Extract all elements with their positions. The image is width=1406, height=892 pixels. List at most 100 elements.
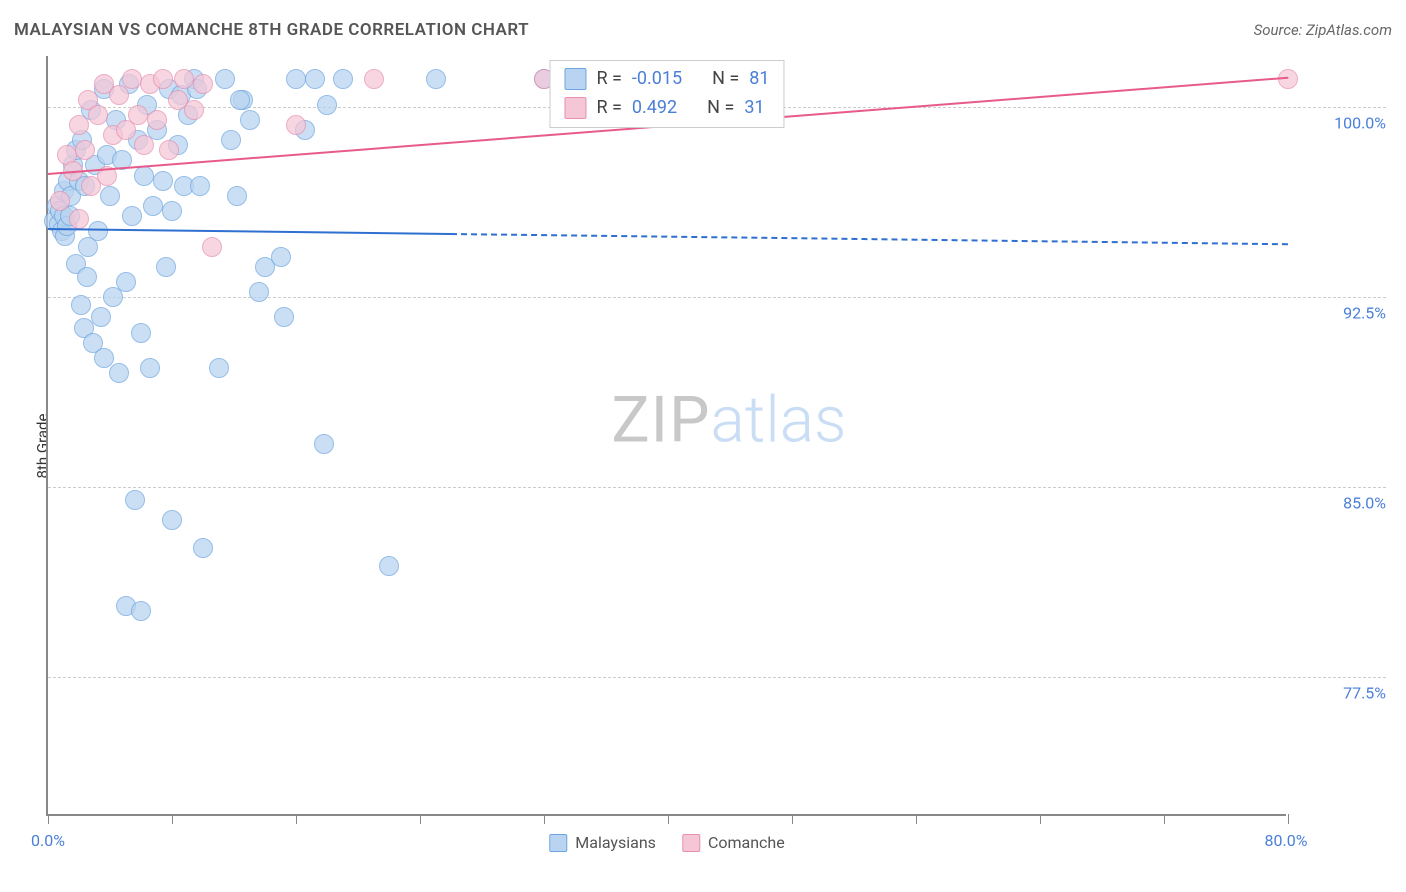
- data-point: [134, 166, 154, 186]
- source-label: Source: ZipAtlas.com: [1254, 21, 1392, 39]
- y-tick-label: 100.0%: [1296, 113, 1386, 132]
- n-label: N =: [712, 65, 739, 94]
- y-tick-label: 77.5%: [1296, 683, 1386, 702]
- data-point: [162, 510, 182, 530]
- trend-line: [48, 228, 451, 235]
- legend-label-malaysians: Malaysians: [575, 833, 656, 852]
- data-point: [131, 323, 151, 343]
- data-point: [426, 69, 446, 89]
- data-point: [215, 69, 235, 89]
- legend-row-malaysians: R = -0.015 N = 81: [564, 65, 769, 94]
- x-tick: [172, 814, 173, 824]
- data-point: [153, 171, 173, 191]
- swatch-comanche-small: [682, 834, 700, 852]
- swatch-comanche: [564, 97, 586, 119]
- data-point: [286, 69, 306, 89]
- data-point: [140, 358, 160, 378]
- data-point: [209, 358, 229, 378]
- legend-item-malaysians: Malaysians: [549, 833, 656, 852]
- data-point: [184, 100, 204, 120]
- data-point: [147, 110, 167, 130]
- data-point: [379, 556, 399, 576]
- data-point: [305, 69, 325, 89]
- series-legend: Malaysians Comanche: [549, 833, 784, 852]
- data-point: [109, 363, 129, 383]
- x-tick: [544, 814, 545, 824]
- data-point: [88, 105, 108, 125]
- data-point: [77, 267, 97, 287]
- data-point: [286, 115, 306, 135]
- x-tick: [420, 814, 421, 824]
- data-point: [227, 186, 247, 206]
- data-point: [75, 140, 95, 160]
- swatch-malaysians-small: [549, 834, 567, 852]
- legend-label-comanche: Comanche: [708, 833, 785, 852]
- x-tick: [1288, 814, 1289, 824]
- n-value-malaysians: 81: [749, 65, 769, 94]
- data-point: [94, 348, 114, 368]
- r-value-comanche: 0.492: [632, 94, 677, 123]
- data-point: [221, 130, 241, 150]
- data-point: [317, 95, 337, 115]
- data-point: [125, 490, 145, 510]
- data-point: [271, 247, 291, 267]
- data-point: [190, 176, 210, 196]
- x-tick: [48, 814, 49, 824]
- n-label: N =: [707, 94, 734, 123]
- data-point: [128, 105, 148, 125]
- chart-title: MALAYSIAN VS COMANCHE 8TH GRADE CORRELAT…: [14, 20, 529, 40]
- data-point: [71, 295, 91, 315]
- data-point: [122, 69, 142, 89]
- data-point: [174, 69, 194, 89]
- data-point: [131, 601, 151, 621]
- chart-area: ZIPatlas R = -0.015 N = 81 R = 0.492 N =…: [46, 56, 1386, 816]
- y-tick-label: 85.0%: [1296, 493, 1386, 512]
- x-tick: [792, 814, 793, 824]
- data-point: [134, 135, 154, 155]
- watermark-zip: ZIP: [611, 382, 710, 457]
- data-point: [274, 307, 294, 327]
- x-tick: [1164, 814, 1165, 824]
- gridline-h: [48, 297, 1386, 298]
- x-tick: [668, 814, 669, 824]
- data-point: [162, 201, 182, 221]
- data-point: [230, 90, 250, 110]
- x-min-label: 0.0%: [31, 831, 65, 850]
- r-label: R =: [596, 65, 621, 94]
- data-point: [100, 186, 120, 206]
- data-point: [1278, 69, 1298, 89]
- r-label: R =: [596, 94, 621, 123]
- data-point: [193, 538, 213, 558]
- data-point: [156, 257, 176, 277]
- data-point: [364, 69, 384, 89]
- data-point: [116, 272, 136, 292]
- data-point: [240, 110, 260, 130]
- gridline-h: [48, 487, 1386, 488]
- data-point: [249, 282, 269, 302]
- trend-line: [451, 233, 1288, 245]
- data-point: [69, 115, 89, 135]
- r-value-malaysians: -0.015: [632, 65, 682, 94]
- gridline-h: [48, 677, 1386, 678]
- legend-item-comanche: Comanche: [682, 833, 785, 852]
- data-point: [91, 307, 111, 327]
- x-tick: [1040, 814, 1041, 824]
- data-point: [143, 196, 163, 216]
- data-point: [193, 74, 213, 94]
- data-point: [314, 434, 334, 454]
- data-point: [69, 209, 89, 229]
- n-value-comanche: 31: [744, 94, 764, 123]
- watermark-atlas: atlas: [710, 382, 846, 457]
- data-point: [159, 140, 179, 160]
- data-point: [153, 69, 173, 89]
- data-point: [88, 221, 108, 241]
- plot-region: ZIPatlas R = -0.015 N = 81 R = 0.492 N =…: [46, 56, 1286, 816]
- x-max-label: 80.0%: [1265, 831, 1308, 850]
- x-tick: [916, 814, 917, 824]
- y-tick-label: 92.5%: [1296, 303, 1386, 322]
- x-tick: [296, 814, 297, 824]
- watermark: ZIPatlas: [611, 382, 846, 457]
- legend-row-comanche: R = 0.492 N = 31: [564, 94, 769, 123]
- swatch-malaysians: [564, 68, 586, 90]
- correlation-legend: R = -0.015 N = 81 R = 0.492 N = 31: [549, 60, 784, 128]
